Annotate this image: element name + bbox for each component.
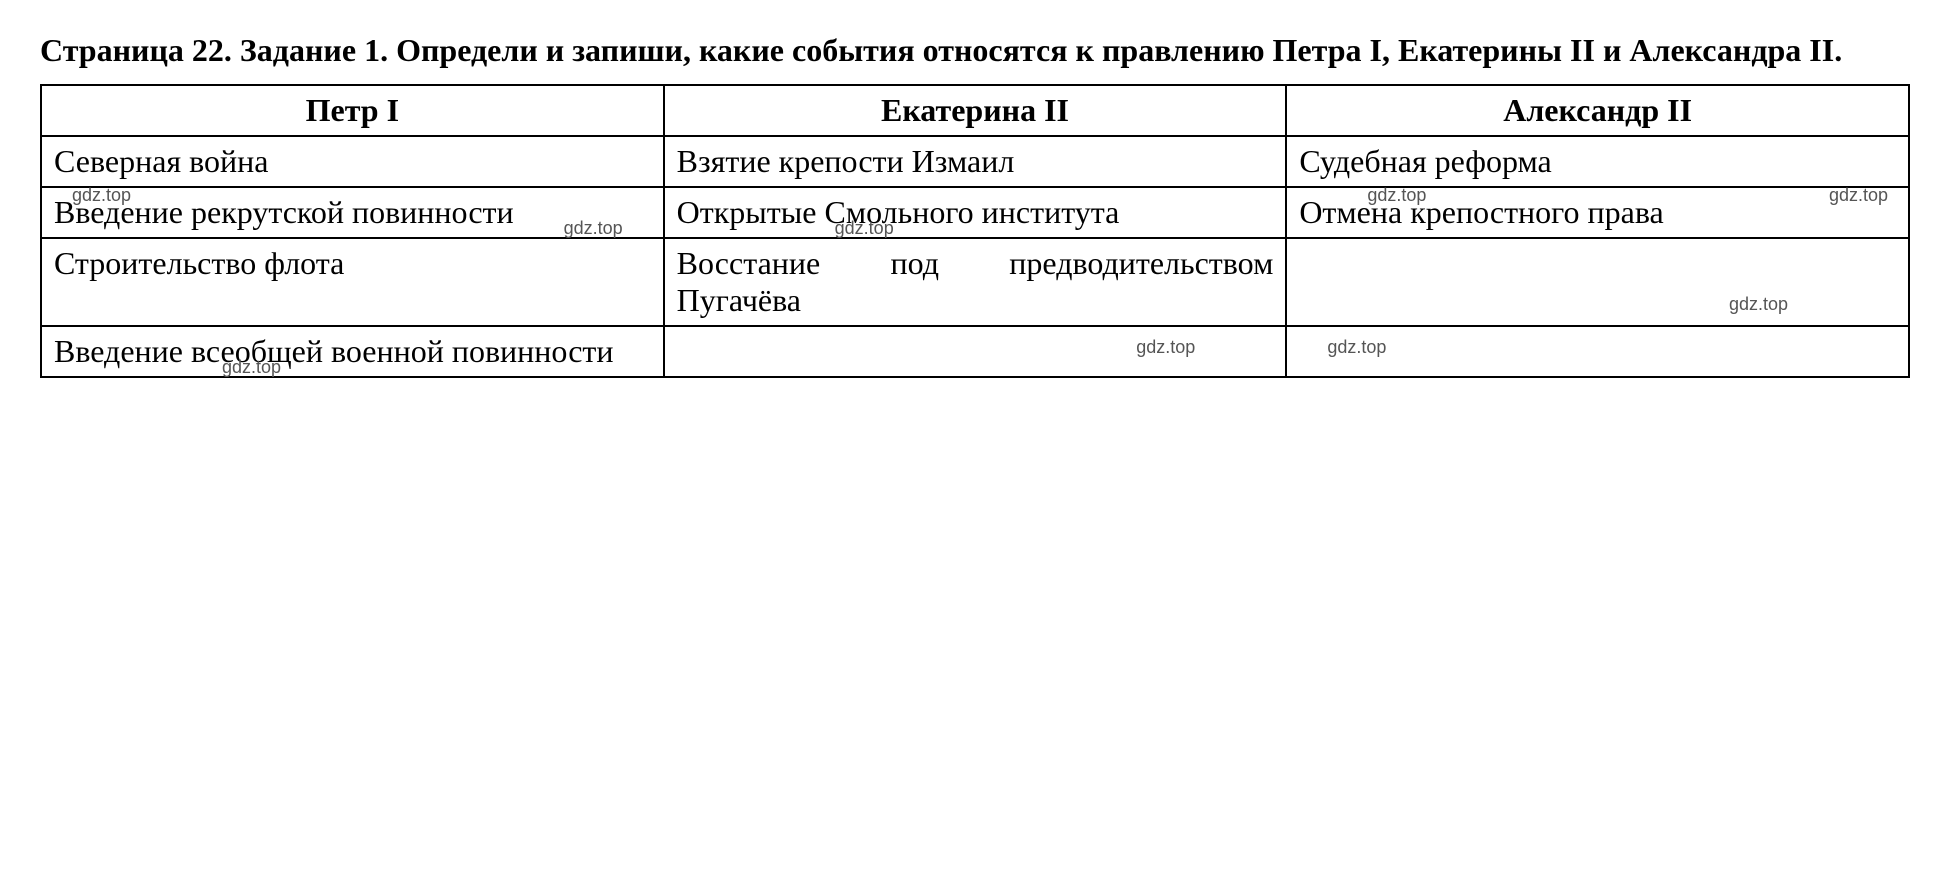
table-row: Строительство флота Восстание под предво…	[41, 238, 1909, 326]
watermark-text: gdz.top	[1327, 337, 1386, 358]
table-header-row: Петр I Екатерина II Александр II	[41, 85, 1909, 136]
header-alexander: Александр II	[1286, 85, 1909, 136]
table-cell: Открытые Смольного института gdz.top	[664, 187, 1287, 238]
header-peter: Петр I	[41, 85, 664, 136]
cell-text: Введение рекрутской повинности	[54, 194, 514, 230]
table-cell: Введение рекрутской повинности gdz.top	[41, 187, 664, 238]
table-row: Введение рекрутской повинности gdz.top О…	[41, 187, 1909, 238]
header-catherine: Екатерина II	[664, 85, 1287, 136]
cell-text: Открытые Смольного института	[677, 194, 1120, 230]
cell-text: Северная война	[54, 143, 268, 179]
cell-text: Введение всеобщей военной повинности	[54, 333, 614, 369]
table-cell: Восстание под предводительством Пугачёва	[664, 238, 1287, 326]
table-cell: Судебная реформа gdz.top gdz.top	[1286, 136, 1909, 187]
watermark-text: gdz.top	[1729, 294, 1788, 315]
table-cell: Взятие крепости Измаил	[664, 136, 1287, 187]
table-row: Введение всеобщей военной повинности gdz…	[41, 326, 1909, 377]
table-cell: Северная война gdz.top	[41, 136, 664, 187]
table-row: Северная война gdz.top Взятие крепости И…	[41, 136, 1909, 187]
table-cell: Введение всеобщей военной повинности gdz…	[41, 326, 664, 377]
task-heading: Страница 22. Задание 1. Определи и запиш…	[40, 30, 1910, 72]
rulers-table: Петр I Екатерина II Александр II Северна…	[40, 84, 1910, 378]
table-cell: gdz.top	[664, 326, 1287, 377]
watermark-text: gdz.top	[1136, 337, 1195, 358]
table-cell: gdz.top	[1286, 238, 1909, 326]
watermark-text: gdz.top	[564, 218, 623, 239]
table-cell: Отмена крепостного права	[1286, 187, 1909, 238]
table-cell: Строительство флота	[41, 238, 664, 326]
table-cell: gdz.top	[1286, 326, 1909, 377]
cell-text: Судебная реформа	[1299, 143, 1551, 179]
